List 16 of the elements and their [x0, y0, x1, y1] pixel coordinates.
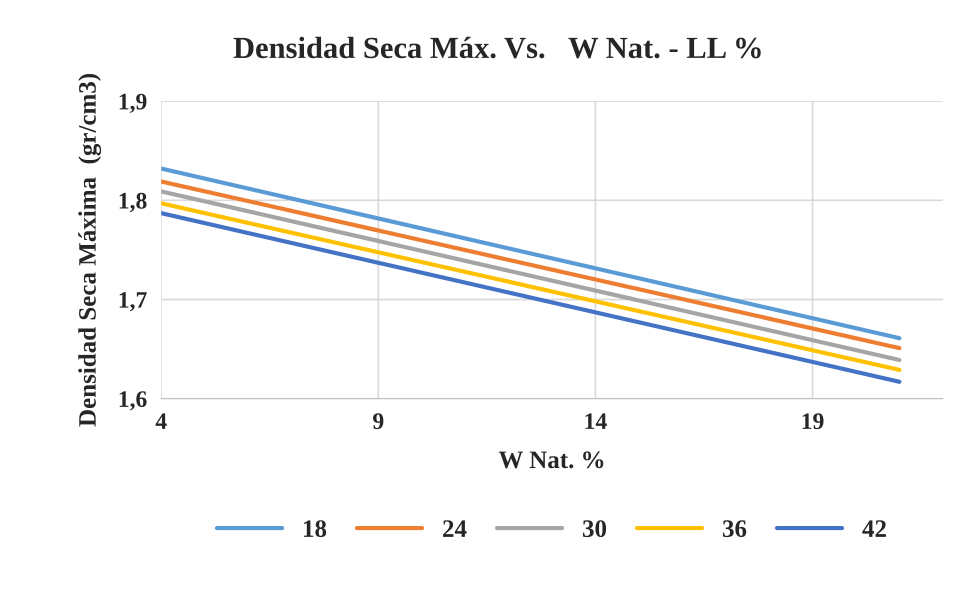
x-tick-label: 14 — [586, 413, 607, 429]
x-tick-label: 4 — [156, 413, 167, 429]
legend-label: 42 — [862, 520, 886, 537]
y-tick-label: 1,6 — [120, 391, 147, 410]
legend-label: 36 — [722, 520, 746, 538]
y-tick-label: 1,8 — [120, 192, 147, 212]
legend-label: 18 — [304, 520, 326, 538]
x-tick-label: 9 — [373, 413, 384, 430]
legend-label: 24 — [443, 520, 467, 537]
x-tick-label: 19 — [802, 413, 824, 430]
y-tick-label: 1,9 — [120, 94, 146, 113]
y-tick-label: 1,7 — [120, 292, 147, 312]
x-axis-title: W Nat. % — [498, 451, 604, 468]
legend-label: 30 — [582, 520, 606, 538]
chart-title: Densidad Seca Máx. Vs. W Nat. - LL % — [234, 36, 761, 58]
y-axis-title: Densidad Seca Máxima (gr/cm3) — [78, 74, 102, 427]
